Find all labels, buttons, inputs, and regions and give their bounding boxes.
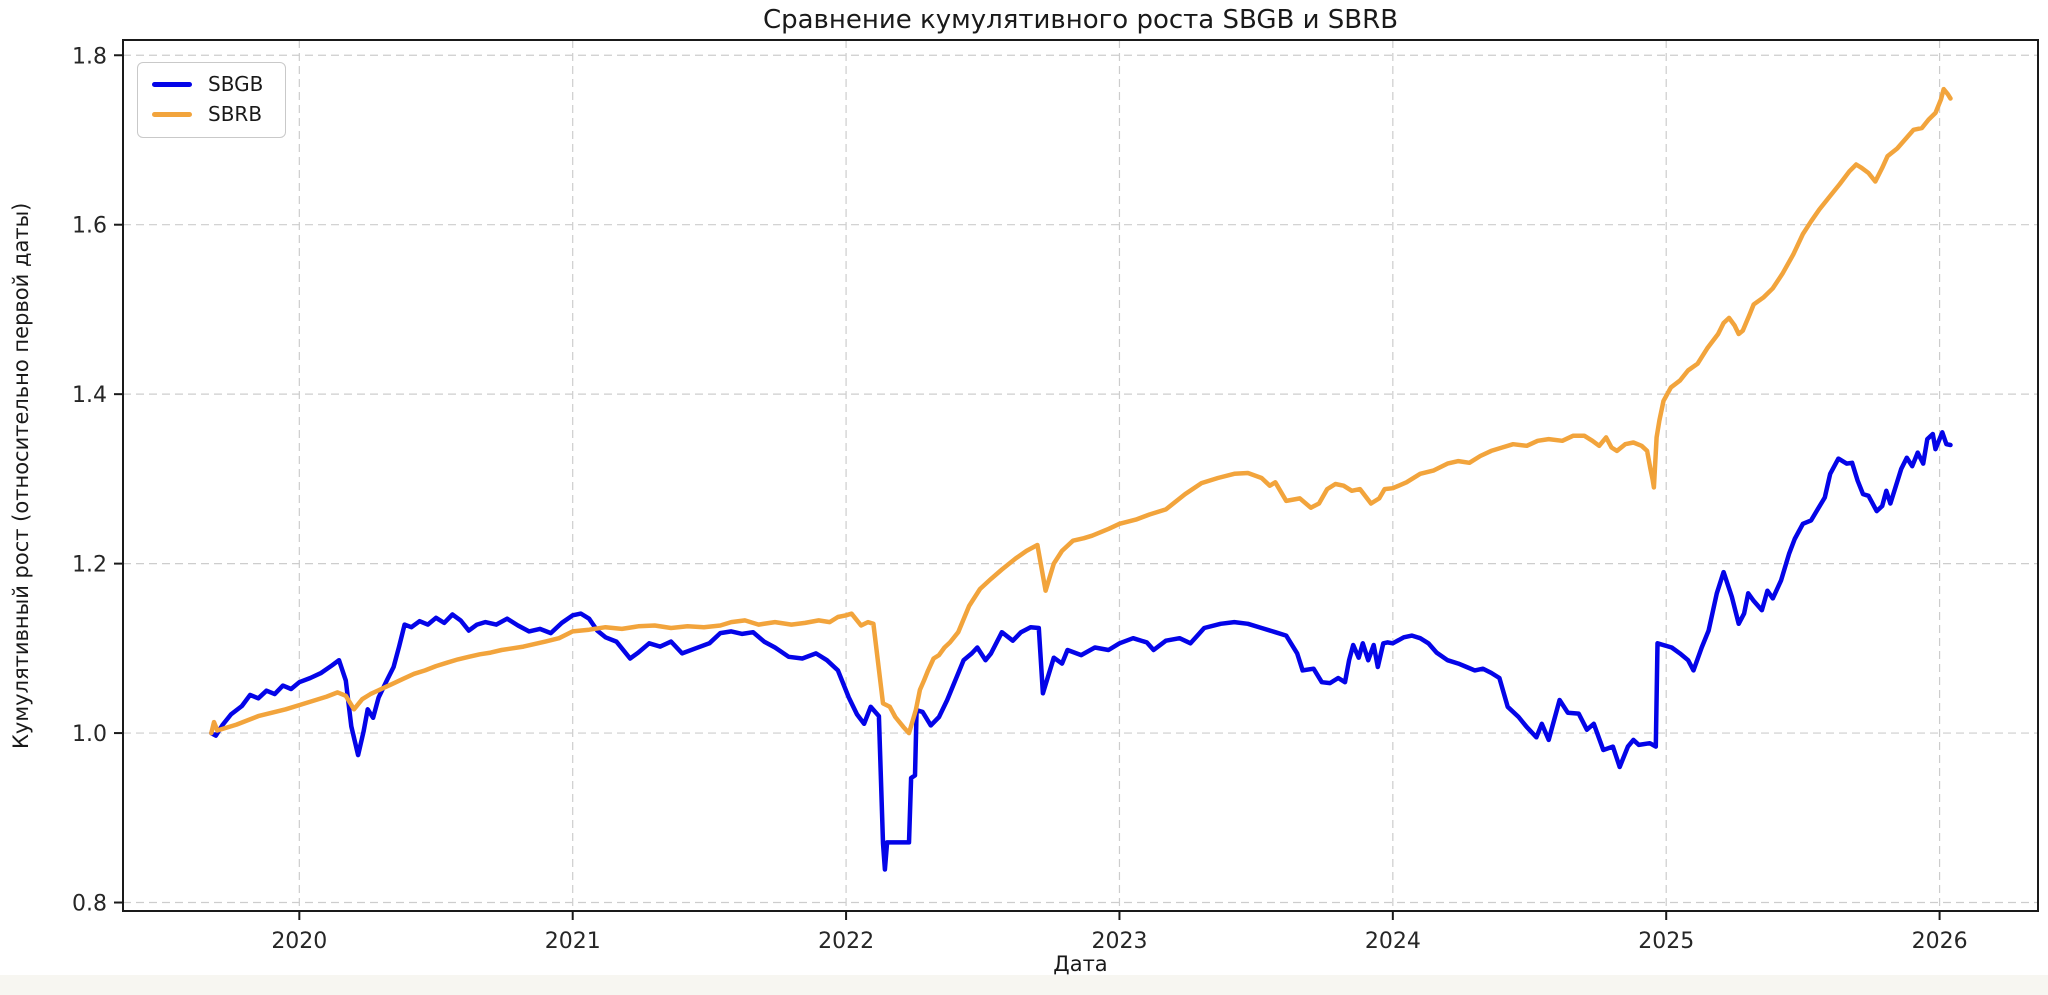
y-tick-label-1.8: 1.8	[72, 44, 107, 69]
series-line-sbgb	[209, 430, 1953, 872]
plot-frame	[122, 39, 2039, 912]
y-tick-label-1.4: 1.4	[72, 383, 107, 408]
x-tick-label-2020: 2020	[271, 929, 327, 954]
legend-swatch-sbrb	[152, 111, 192, 117]
legend-item: SBRB	[152, 104, 263, 124]
legend: SBGB SBRB	[137, 62, 287, 138]
y-tick-label-0.8: 0.8	[72, 892, 107, 917]
chart-title: Сравнение кумулятивного роста SBGB и SBR…	[762, 5, 1399, 35]
x-tick-label-2026: 2026	[1912, 929, 1968, 954]
x-tick-label-2024: 2024	[1365, 929, 1421, 954]
y-tick-label-1.2: 1.2	[72, 553, 107, 578]
x-tick-label-2025: 2025	[1638, 929, 1694, 954]
series-line-sbrb	[209, 86, 1953, 736]
x-tick-label-2022: 2022	[818, 929, 874, 954]
legend-label-sbgb: SBGB	[208, 72, 264, 96]
x-tick-label-2021: 2021	[545, 929, 601, 954]
legend-item: SBGB	[152, 74, 263, 94]
legend-swatch-sbgb	[152, 81, 192, 87]
x-tick-label-2023: 2023	[1091, 929, 1147, 954]
x-axis-label: Дата	[1053, 952, 1108, 976]
y-tick-label-1.0: 1.0	[72, 722, 107, 747]
y-tick-label-1.6: 1.6	[72, 214, 107, 239]
legend-label-sbrb: SBRB	[208, 102, 263, 126]
bottom-strip	[0, 975, 2048, 995]
